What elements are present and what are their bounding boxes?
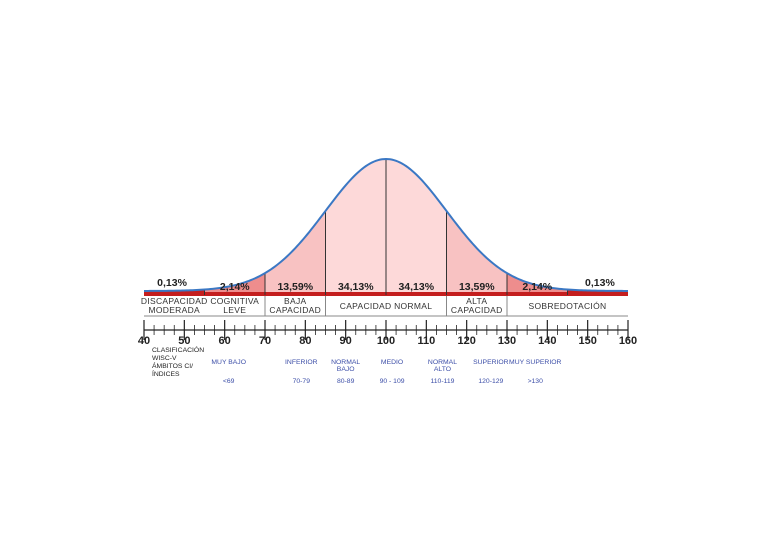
- category-label-4-1: CAPACIDAD: [451, 305, 503, 315]
- curve-line: [143, 157, 629, 292]
- wisc-name-5-0: SUPERIOR: [473, 359, 509, 366]
- tick-label-70: 70: [259, 335, 271, 347]
- tick-label-40: 40: [138, 335, 150, 347]
- x-axis: 40 50 60 70 80 90 100 110 120 130 140 150 160: [138, 320, 637, 347]
- region-3: [325, 159, 386, 295]
- tick-label-90: 90: [340, 335, 352, 347]
- wisc-range-0: <69: [223, 378, 235, 385]
- percent-label-7: 0,13%: [585, 277, 615, 289]
- tick-label-140: 140: [538, 335, 556, 347]
- wisc-name-0-0: MUY BAJO: [211, 359, 246, 366]
- wisc-range-2: 80-89: [337, 378, 355, 385]
- percent-label-4: 34,13%: [398, 281, 434, 293]
- wisc-name-1-0: INFERIOR: [285, 359, 318, 366]
- percent-label-3: 34,13%: [338, 281, 374, 293]
- tick-label-60: 60: [219, 335, 231, 347]
- category-label-1-0: COGNITIVA: [210, 296, 259, 306]
- percent-label-1: 2,14%: [220, 281, 250, 293]
- region-dividers: [204, 159, 568, 295]
- category-label-2-0: BAJA: [284, 296, 306, 306]
- percent-label-0: 0,13%: [157, 277, 187, 289]
- region-4: [386, 159, 447, 295]
- category-label-3-0: CAPACIDAD NORMAL: [340, 301, 433, 311]
- region-6: [507, 273, 568, 295]
- region-1: [204, 273, 265, 295]
- category-label-0-1: MODERADA: [148, 305, 200, 315]
- wisc-name-2-0: NORMAL: [331, 359, 360, 366]
- percent-label-2: 13,59%: [277, 281, 313, 293]
- side-label-line-3: ÍNDICES: [152, 369, 180, 378]
- bell-curve: [143, 157, 629, 292]
- category-label-4-0: ALTA: [466, 296, 487, 306]
- wisc-name-4-1: ALTO: [434, 366, 451, 373]
- side-label-line-0: CLASIFICACIÓN: [152, 345, 204, 354]
- side-label-line-1: WISC-V: [152, 355, 177, 362]
- tick-label-150: 150: [578, 335, 596, 347]
- wisc-name-3-0: MEDIO: [381, 359, 403, 366]
- percent-label-6: 2,14%: [522, 281, 552, 293]
- category-label-0-0: DISCAPACIDAD: [141, 296, 208, 306]
- category-label-2-1: CAPACIDAD: [269, 305, 321, 315]
- tick-label-100: 100: [377, 335, 395, 347]
- category-label-5-0: SOBREDOTACIÓN: [529, 301, 607, 311]
- tick-label-50: 50: [178, 335, 190, 347]
- tick-label-160: 160: [619, 335, 637, 347]
- tick-label-110: 110: [417, 335, 435, 347]
- wisc-name-6-0: MUY SUPERIOR: [509, 359, 561, 366]
- tick-label-80: 80: [299, 335, 311, 347]
- wisc-name-4-0: NORMAL: [428, 359, 457, 366]
- percent-labels: 0,13% 2,14% 13,59% 34,13% 34,13% 13,59% 2,14% 0…: [157, 277, 615, 293]
- wisc-range-6: >130: [528, 378, 544, 385]
- wisc-name-2-1: BAJO: [337, 366, 355, 373]
- side-label-line-2: ÁMBITOS CI/: [152, 361, 193, 370]
- category-band: DISCAPACIDADMODERADACOGNITIVALEVEBAJACAP…: [141, 296, 628, 317]
- tick-label-120: 120: [457, 335, 475, 347]
- tick-label-130: 130: [498, 335, 516, 347]
- percent-label-5: 13,59%: [459, 281, 495, 293]
- wisc-range-3: 90 - 109: [380, 378, 405, 385]
- wisc-range-4: 110-119: [430, 378, 454, 385]
- wisc-range-5: 120-129: [478, 378, 503, 385]
- wisc-range-1: 70-79: [293, 378, 311, 385]
- category-label-1-1: LEVE: [223, 305, 246, 315]
